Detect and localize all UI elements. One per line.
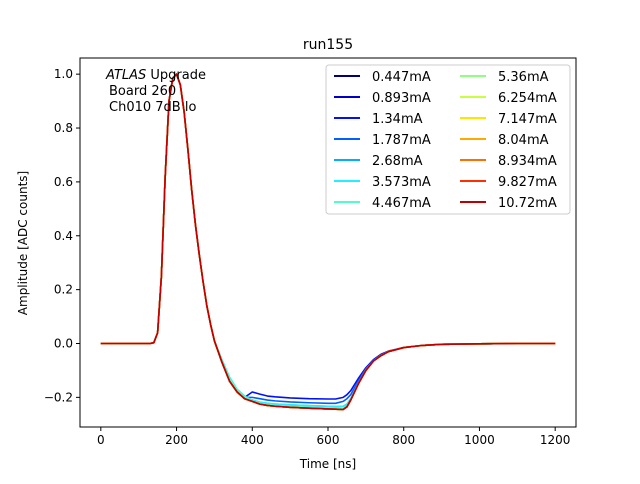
y-tick-label: 0.6 (54, 175, 73, 189)
x-tick-label: 800 (392, 433, 415, 447)
axis-ticks: 0 200 400 600 800 1000 1200 −0.2 0.0 0.2 0.4 0.6 0.8… (44, 67, 571, 447)
series-line-13 (100, 73, 556, 411)
y-tick-label: 0.2 (54, 283, 73, 297)
legend-label-9: 7.147mA (498, 112, 557, 127)
x-tick-label: 1000 (464, 433, 495, 447)
chart-title: run155 (303, 37, 353, 53)
annotation-line-2: Ch010 7dB lo (109, 100, 196, 115)
legend-label-10: 8.04mA (498, 133, 549, 148)
legend-label-6: 4.467mA (372, 196, 431, 211)
y-tick-label: 1.0 (54, 67, 73, 81)
y-tick-label: −0.2 (44, 390, 73, 404)
legend-label-8: 6.254mA (498, 91, 557, 106)
y-tick-label: 0.4 (54, 229, 73, 243)
legend-label-2: 1.34mA (372, 112, 423, 127)
y-tick-label: 0.8 (54, 121, 73, 135)
legend-label-7: 5.36mA (498, 70, 549, 85)
annotation-rest: Upgrade (146, 68, 206, 83)
x-tick-label: 1200 (540, 433, 571, 447)
annotation-line-1: Board 260 (109, 84, 176, 99)
legend-label-0: 0.447mA (372, 70, 431, 85)
x-tick-label: 400 (241, 433, 264, 447)
legend-label-1: 0.893mA (372, 91, 431, 106)
y-axis-label: Amplitude [ADC counts] (16, 171, 30, 315)
legend-label-12: 9.827mA (498, 175, 557, 190)
legend: 0.447mA 0.893mA 1.34mA 1.787mA 2.68mA 3.573mA… (325, 64, 571, 215)
x-tick-label: 600 (317, 433, 340, 447)
legend-label-5: 3.573mA (372, 175, 431, 190)
y-tick-label: 0.0 (54, 337, 73, 351)
series-layer (100, 73, 556, 411)
legend-label-3: 1.787mA (372, 133, 431, 148)
legend-label-11: 8.934mA (498, 154, 557, 169)
legend-label-4: 2.68mA (372, 154, 423, 169)
legend-box (325, 64, 571, 215)
x-axis-label: Time [ns] (299, 457, 356, 471)
annotation-line-0: ATLAS Upgrade (105, 68, 206, 83)
legend-label-13: 10.72mA (498, 196, 557, 211)
x-tick-label: 200 (165, 433, 188, 447)
annotation-italic-word: ATLAS (105, 68, 146, 83)
x-tick-label: 0 (97, 433, 105, 447)
